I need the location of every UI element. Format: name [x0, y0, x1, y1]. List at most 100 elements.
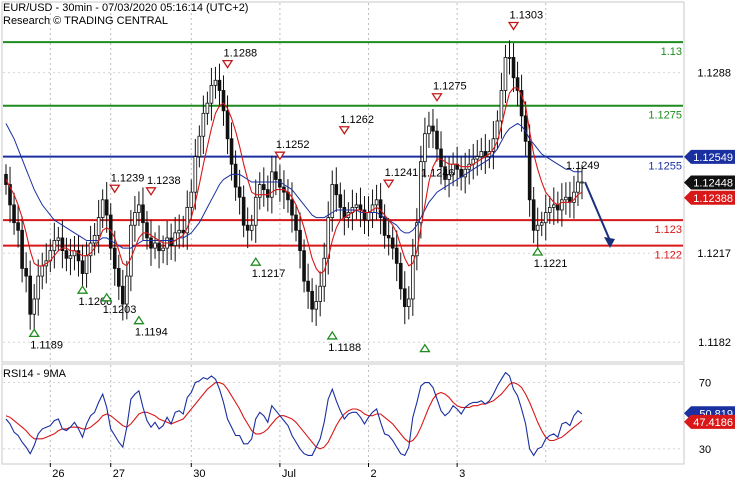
candle-body-50 [205, 102, 210, 114]
candle-body-78 [318, 285, 322, 302]
candle-body-125 [507, 57, 512, 59]
candle-body-107 [435, 130, 439, 150]
candle-body-101 [411, 255, 415, 300]
low-label-10: 1.1221 [534, 258, 568, 270]
candle-body-75 [306, 280, 310, 292]
candle-body-139 [564, 196, 568, 201]
candle-body-82 [334, 184, 339, 196]
candle-body-83 [338, 194, 343, 208]
candle-body-12 [52, 240, 57, 252]
candle-body-74 [302, 250, 306, 282]
candle-body-32 [133, 212, 137, 226]
candle-body-92 [374, 199, 379, 206]
candle-body-60 [245, 224, 250, 231]
price-tick-0: 1.1288 [697, 68, 731, 80]
high-marker-0 [507, 21, 520, 31]
level-label-3: 1.123 [654, 224, 682, 236]
candle-body-66 [270, 171, 274, 198]
candle-body-88 [358, 204, 363, 211]
candle-body-0 [4, 173, 8, 185]
low-label-13: 1.1203 [103, 304, 137, 316]
candle-body-15 [64, 250, 69, 259]
candle-body-25 [104, 199, 109, 216]
high-marker-2 [431, 93, 443, 102]
rsi-plot-area [1, 363, 685, 465]
high-label-0: 1.1303 [510, 10, 544, 22]
candle-body-26 [108, 214, 113, 249]
candle-body-132 [535, 224, 540, 231]
candle-body-87 [354, 204, 359, 208]
candle-body-42 [173, 232, 177, 246]
candle-body-5 [24, 268, 28, 277]
candle-body-7 [32, 298, 36, 315]
candle-body-130 [527, 140, 532, 201]
candle-body-36 [149, 237, 153, 249]
price-tag-0 [684, 149, 735, 164]
candle-body-135 [547, 207, 552, 213]
low-marker-11 [250, 256, 262, 266]
candle-body-102 [415, 222, 419, 257]
high-label-6: 1.1241 [385, 167, 419, 179]
candle-body-99 [402, 288, 407, 307]
candle-body-90 [366, 212, 371, 221]
projection-line [584, 181, 612, 244]
candle-body-38 [157, 242, 161, 252]
ma-red-line [5, 87, 583, 275]
high-label-3: 1.1262 [340, 114, 374, 126]
high-marker-9 [145, 187, 157, 197]
candle-body-68 [278, 179, 282, 188]
candle-body-1 [8, 184, 12, 206]
candle-body-94 [382, 217, 387, 236]
low-marker-17 [419, 343, 431, 353]
candle-body-134 [543, 212, 548, 224]
candle-body-20 [84, 255, 89, 274]
candle-body-103 [419, 161, 423, 224]
high-marker-8 [109, 184, 121, 194]
price-tag-label-0: 1.12549 [693, 152, 733, 164]
x-label-5: 3 [459, 468, 465, 480]
candle-body-34 [141, 204, 145, 224]
rsi-title: RSI14 - 9MA [3, 368, 66, 380]
candle-body-117 [475, 156, 480, 160]
low-marker-16 [326, 330, 338, 340]
candle-body-52 [213, 79, 218, 86]
projection-arrowhead [604, 237, 615, 249]
candle-body-124 [503, 57, 508, 91]
candle-body-46 [189, 191, 194, 208]
candle-body-136 [552, 204, 556, 208]
price-tag-label-1: 1.12448 [693, 178, 733, 190]
projection-arrow [584, 181, 615, 249]
rsi-tick-1: 30 [699, 444, 711, 456]
candle-body-29 [121, 285, 125, 305]
candle-body-45 [185, 207, 190, 234]
high-marker-6 [382, 179, 395, 189]
candle-body-31 [129, 224, 133, 277]
high-label-2: 1.1275 [433, 81, 467, 93]
research-credit: Research © TRADING CENTRAL [3, 15, 168, 27]
candle-body-39 [161, 247, 165, 252]
rsi-tag-label-1: 47.4186 [693, 417, 733, 429]
x-label-4: 2 [371, 468, 377, 480]
low-label-16: 1.1188 [328, 342, 361, 354]
note-label-7: 1.1246 [421, 167, 455, 179]
price-tag-2 [684, 190, 735, 205]
candle-body-51 [209, 84, 214, 104]
low-marker-14 [133, 315, 145, 325]
level-label-2: 1.1255 [648, 161, 682, 173]
candle-body-56 [229, 138, 234, 165]
price-plot-area [1, 1, 685, 363]
candle-body-89 [362, 209, 367, 221]
price-tick-2: 1.1182 [698, 337, 731, 349]
candle-body-33 [137, 204, 141, 213]
candle-body-108 [439, 148, 443, 168]
candle-body-54 [221, 90, 226, 112]
x-label-0: 26 [52, 468, 64, 480]
candle-body-133 [539, 222, 544, 226]
ma-blue-line [5, 122, 582, 249]
candle-body-64 [261, 184, 266, 191]
candle-body-76 [310, 290, 314, 310]
candle-body-30 [125, 275, 129, 305]
candle-body-3 [16, 222, 20, 231]
candle-body-131 [531, 199, 536, 231]
price-tag-1 [684, 175, 735, 190]
